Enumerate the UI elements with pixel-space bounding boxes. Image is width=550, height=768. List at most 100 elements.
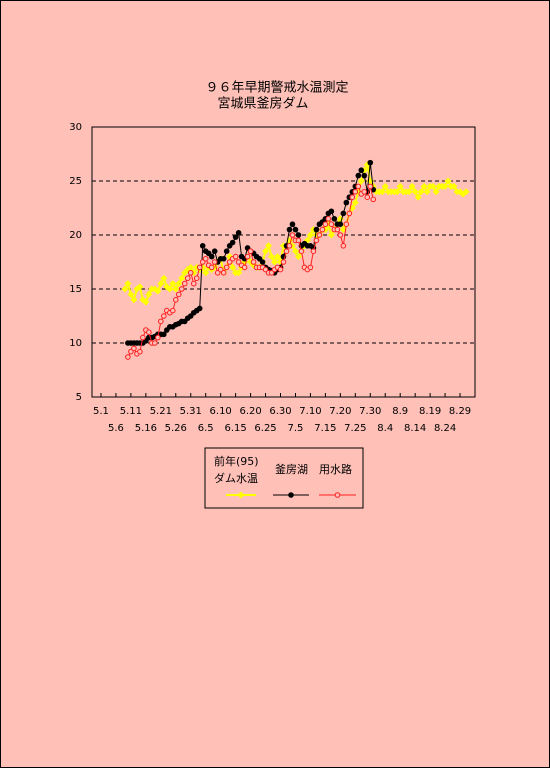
point: [157, 280, 165, 288]
legend-label: 釜房湖: [275, 463, 308, 476]
point: [286, 226, 293, 233]
point: [178, 274, 186, 282]
legend-label: 前年(95) ダム水温: [214, 455, 259, 485]
point: [367, 183, 374, 190]
x-tick-label: 8.19: [419, 406, 441, 417]
y-tick-label: 10: [69, 338, 82, 349]
point: [220, 270, 227, 276]
point: [152, 340, 158, 346]
point: [357, 177, 365, 185]
point: [340, 243, 347, 249]
x-tick-label: 7.30: [359, 406, 381, 417]
point: [274, 253, 282, 261]
point: [286, 243, 293, 249]
plot-frame: [91, 126, 476, 398]
point: [331, 216, 338, 222]
x-tick-label: 5.6: [108, 423, 124, 434]
point: [289, 232, 296, 238]
chart-subtitle: 宮城県釜房ダム: [217, 96, 308, 112]
point: [193, 275, 200, 282]
point: [268, 253, 276, 261]
x-tick-label: 5.26: [165, 423, 187, 434]
point: [241, 264, 248, 271]
point: [229, 239, 236, 246]
point: [187, 270, 194, 276]
point: [259, 259, 266, 265]
point: [352, 189, 359, 195]
point: [265, 242, 273, 250]
x-tick-label: 6.30: [269, 406, 291, 417]
point: [364, 194, 371, 200]
point: [154, 287, 162, 295]
y-tick-label: 25: [69, 176, 82, 187]
chart-title: ９６年早期警戒水温測定: [205, 80, 348, 96]
point: [280, 259, 287, 265]
point: [223, 248, 230, 254]
point: [291, 247, 299, 255]
x-tick-label: 6.10: [210, 406, 232, 417]
legend-label: 用水路: [319, 463, 352, 476]
point: [136, 283, 144, 291]
point: [172, 297, 179, 303]
point: [310, 248, 317, 254]
legend-box: [204, 447, 364, 509]
point: [355, 172, 362, 179]
point: [271, 258, 279, 266]
point: [247, 248, 254, 254]
point: [130, 296, 138, 304]
point: [316, 232, 323, 238]
point: [161, 313, 167, 319]
point: [199, 243, 206, 249]
point: [355, 183, 362, 190]
point: [190, 280, 197, 287]
point: [208, 253, 215, 260]
point: [289, 221, 296, 227]
point: [423, 188, 431, 196]
point: [160, 274, 168, 282]
x-tick-label: 6.15: [224, 423, 246, 434]
point: [298, 248, 305, 254]
x-tick-label: 7.5: [288, 423, 304, 434]
point: [381, 182, 389, 190]
point: [307, 264, 314, 271]
point: [370, 196, 377, 203]
point: [131, 345, 137, 352]
point: [361, 189, 368, 195]
point: [334, 226, 341, 233]
point: [145, 290, 153, 298]
point: [337, 221, 344, 227]
point: [166, 285, 174, 293]
y-tick-label: 15: [69, 284, 82, 295]
point: [220, 255, 227, 262]
point: [322, 221, 329, 227]
y-tick-label: 20: [69, 230, 82, 241]
point: [414, 193, 422, 201]
point: [125, 354, 131, 360]
point: [175, 280, 183, 288]
point: [178, 286, 185, 292]
point: [181, 280, 188, 287]
point: [175, 291, 182, 298]
point: [196, 264, 203, 271]
point: [158, 318, 164, 325]
point: [411, 188, 419, 196]
x-tick-label: 5.31: [180, 406, 202, 417]
point: [337, 232, 344, 238]
point: [232, 234, 239, 240]
point: [346, 210, 353, 217]
point: [444, 177, 452, 185]
point: [295, 232, 302, 238]
point: [343, 199, 350, 206]
y-tick-label: 30: [69, 122, 82, 133]
point: [262, 247, 270, 255]
point: [137, 348, 143, 355]
x-tick-label: 8.14: [404, 423, 426, 434]
point: [127, 290, 135, 298]
point: [420, 182, 428, 190]
x-tick-label: 5.21: [150, 406, 172, 417]
point: [432, 188, 440, 196]
point: [313, 237, 320, 244]
point: [244, 253, 251, 260]
